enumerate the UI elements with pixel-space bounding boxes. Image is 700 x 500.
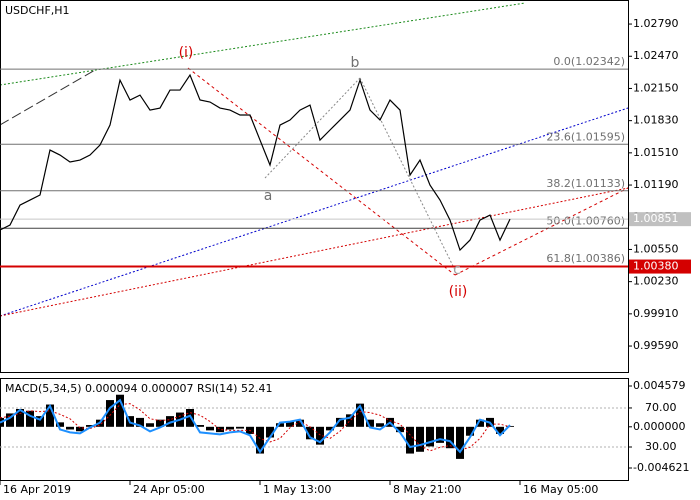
y-tick-label: 1.02150	[633, 81, 679, 94]
macd-bar	[316, 426, 324, 445]
macd-bar	[146, 423, 154, 427]
y-tick-label: 1.02470	[633, 49, 679, 62]
y-tick-label: 0.99590	[633, 339, 679, 352]
macd-bar	[416, 426, 424, 452]
macd-bar	[356, 403, 364, 427]
y-tick-label: 0.004579	[633, 379, 686, 392]
macd-bar	[256, 426, 264, 454]
macd-bar	[196, 425, 204, 427]
current-price-box	[629, 212, 691, 227]
macd-bar	[136, 417, 144, 427]
macd-bar	[346, 414, 354, 427]
macd-bar	[276, 423, 284, 427]
macd-bar	[16, 408, 24, 427]
support-box	[629, 259, 691, 274]
x-tick-label: 16 Apr 2019	[3, 483, 71, 496]
macd-bar	[166, 416, 174, 427]
trend-lines	[0, 2, 629, 317]
macd-bar	[226, 426, 234, 430]
y-tick-label: 1.01190	[633, 178, 679, 191]
macd-bar	[66, 426, 74, 430]
macd-bar	[496, 426, 504, 434]
fib-label: 23.6(1.01595)	[546, 130, 625, 143]
red-channel	[0, 187, 629, 317]
wave-label: (i)	[179, 45, 194, 61]
macd-bar	[466, 426, 474, 436]
macd-bar	[26, 410, 34, 427]
y-tick-label: -0.004621	[633, 461, 689, 474]
wave-label: (ii)	[449, 284, 468, 300]
macd-bar	[266, 426, 274, 438]
macd-bar	[306, 426, 314, 440]
macd-bar	[336, 417, 344, 427]
macd-bar	[366, 419, 374, 427]
macd-bar	[216, 426, 224, 433]
wave-label: c	[453, 262, 461, 278]
fib-label: 0.0(1.02342)	[553, 55, 625, 68]
macd-bar	[36, 416, 44, 427]
wave-label: b	[351, 55, 360, 71]
macd-bar	[396, 426, 404, 433]
fib-label: 38.2(1.01133)	[546, 177, 625, 190]
symbol-title: USDCHF,H1	[5, 4, 70, 17]
macd-bar	[476, 419, 484, 427]
wave-line	[454, 187, 629, 276]
macd-bar	[436, 426, 444, 443]
fib-label: 61.8(1.00386)	[546, 252, 625, 265]
macd-bar	[56, 422, 64, 427]
macd-bar	[86, 425, 94, 427]
indicator-frame	[0, 378, 629, 481]
y-tick-label: 1.02790	[633, 17, 679, 30]
y-tick-label: 1.00230	[633, 275, 679, 288]
wave-label: a	[264, 188, 273, 204]
macd-bar	[296, 419, 304, 427]
y-tick-label: 1.01510	[633, 146, 679, 159]
macd-bar	[446, 426, 454, 449]
macd-bar	[286, 421, 294, 427]
macd-bar	[426, 426, 434, 447]
macd-bar	[186, 408, 194, 427]
macd-bar	[376, 423, 384, 427]
y-tick-label: 1.00550	[633, 242, 679, 255]
dashed-trend	[0, 69, 96, 126]
main-frame	[0, 0, 629, 373]
macd-bar	[326, 426, 334, 431]
x-tick-label: 8 May 21:00	[393, 483, 461, 496]
current-price-label: 1.00851	[633, 212, 679, 225]
y-tick-label: 0.99910	[633, 307, 679, 320]
macd-bar	[456, 426, 464, 459]
macd-bar	[236, 426, 244, 429]
x-tick-label: 16 May 05:00	[523, 483, 598, 496]
macd-bar	[6, 413, 14, 427]
macd-bar	[406, 426, 414, 454]
fib-label: 50.0(1.00760)	[546, 214, 625, 227]
x-tick-label: 1 May 13:00	[263, 483, 331, 496]
indicator-title: MACD(5,34,5) 0.000094 0.000007 RSI(14) 5…	[5, 382, 272, 395]
macd-bar	[76, 426, 84, 432]
signal-line	[0, 403, 511, 452]
y-tick-label: 0.000000	[633, 420, 686, 433]
y-tick-label: 1.01830	[633, 114, 679, 127]
macd-bar	[206, 426, 214, 431]
rsi-line	[0, 398, 511, 454]
price-line	[0, 73, 511, 252]
green-channel	[0, 2, 526, 86]
macd-bar	[116, 394, 124, 427]
macd-bar	[156, 419, 164, 427]
y2-tick-label: 30.00	[645, 440, 677, 453]
macd-bar	[46, 404, 54, 427]
y2-tick-label: 70.00	[645, 401, 677, 414]
x-tick-label: 24 Apr 05:00	[133, 483, 205, 496]
wave-line	[187, 67, 456, 276]
macd-bar	[106, 400, 114, 427]
support-label: 1.00380	[633, 260, 679, 273]
wave-line	[264, 77, 361, 179]
